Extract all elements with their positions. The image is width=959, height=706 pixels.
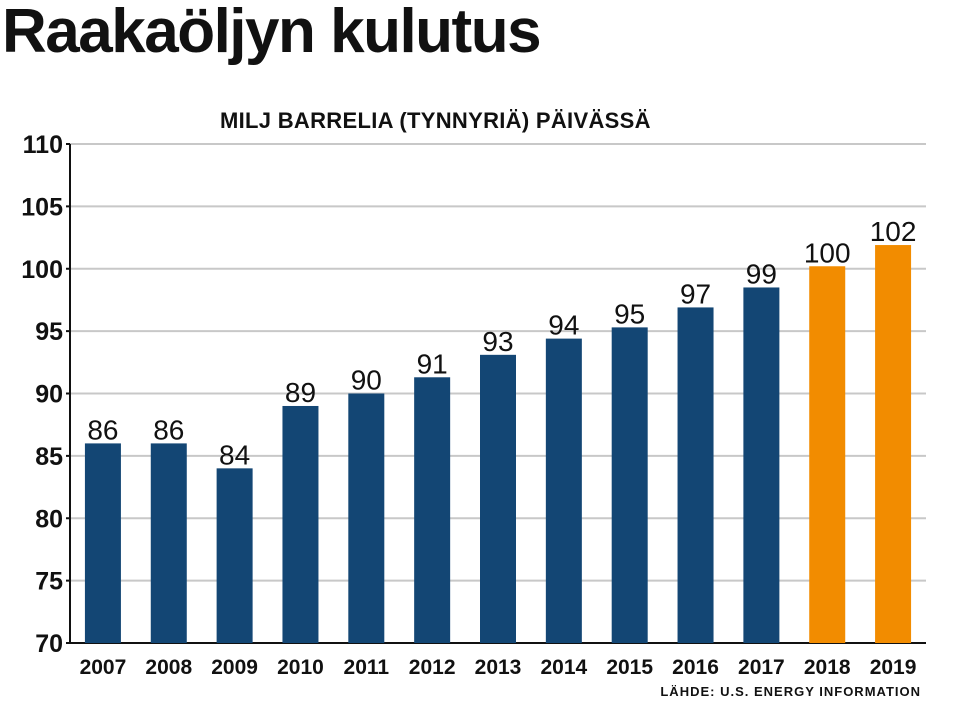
x-tick-label-2019: 2019 bbox=[870, 656, 917, 679]
y-tick-label: 95 bbox=[35, 318, 63, 346]
y-tick-label: 90 bbox=[35, 381, 63, 409]
y-tick-label: 70 bbox=[35, 630, 63, 658]
x-tick-label-2009: 2009 bbox=[211, 656, 258, 679]
x-tick-label-2010: 2010 bbox=[277, 656, 324, 679]
data-label-2008: 86 bbox=[153, 414, 184, 445]
bar-2016 bbox=[677, 307, 714, 643]
bar-2007 bbox=[84, 443, 121, 643]
x-tick-label-2015: 2015 bbox=[606, 656, 653, 679]
x-tick-label-2008: 2008 bbox=[145, 656, 192, 679]
data-label-2016: 97 bbox=[680, 278, 711, 309]
bar-2013 bbox=[480, 354, 516, 643]
y-axis-ticks: 70 75 80 85 90 95 100 105 110 bbox=[21, 131, 70, 658]
bar-2009 bbox=[216, 468, 253, 643]
x-tick-label-2013: 2013 bbox=[475, 656, 522, 679]
x-tick-label-2007: 2007 bbox=[80, 656, 127, 679]
data-label-2017: 99 bbox=[746, 258, 777, 289]
bar-2017 bbox=[743, 287, 780, 643]
bar-2008 bbox=[150, 443, 187, 643]
y-tick-label: 80 bbox=[35, 505, 63, 533]
source-note: LÄHDE: U.S. ENERGY INFORMATION bbox=[660, 684, 921, 699]
data-label-2007: 86 bbox=[87, 414, 118, 445]
data-label-2009: 84 bbox=[219, 439, 250, 470]
x-tick-label-2011: 2011 bbox=[344, 656, 390, 679]
x-tick-label-2018: 2018 bbox=[804, 656, 851, 679]
x-tick-label-2014: 2014 bbox=[540, 656, 587, 679]
data-label-2013: 93 bbox=[482, 326, 513, 357]
bar-2015 bbox=[611, 327, 648, 643]
x-axis-ticks: 2007 2008 2009 2010 2011 2012 2013 2014 2015 2016… bbox=[80, 656, 917, 679]
bar-2019 bbox=[875, 245, 912, 644]
bars bbox=[84, 245, 912, 644]
bar-2010 bbox=[282, 405, 319, 643]
data-label-2014: 94 bbox=[548, 310, 579, 341]
data-label-2015: 95 bbox=[614, 298, 645, 329]
data-label-2012: 91 bbox=[417, 348, 448, 379]
y-tick-label: 100 bbox=[21, 256, 63, 284]
bar-2011 bbox=[348, 393, 385, 643]
x-tick-label-2016: 2016 bbox=[672, 656, 719, 679]
chart-subtitle: MILJ BARRELIA (TYNNYRIÄ) PÄIVÄSSÄ bbox=[220, 108, 651, 133]
data-label-2018: 100 bbox=[804, 237, 851, 268]
data-label-2019: 102 bbox=[870, 216, 917, 247]
y-tick-label: 85 bbox=[35, 443, 63, 471]
data-label-2010: 89 bbox=[285, 377, 316, 408]
bar-2014 bbox=[545, 338, 582, 643]
y-tick-label: 75 bbox=[35, 568, 63, 596]
bar-2018 bbox=[809, 266, 846, 643]
y-tick-label: 105 bbox=[21, 193, 63, 221]
y-tick-label: 110 bbox=[23, 131, 63, 159]
bar-2012 bbox=[414, 377, 451, 643]
chart-title: Raakaöljyn kulutus bbox=[2, 0, 542, 66]
data-labels: 86 86 84 89 90 91 93 94 95 97 99 100 102 bbox=[87, 216, 916, 470]
x-tick-label-2012: 2012 bbox=[409, 656, 456, 679]
x-tick-label-2017: 2017 bbox=[738, 656, 785, 679]
data-label-2011: 90 bbox=[351, 365, 382, 396]
